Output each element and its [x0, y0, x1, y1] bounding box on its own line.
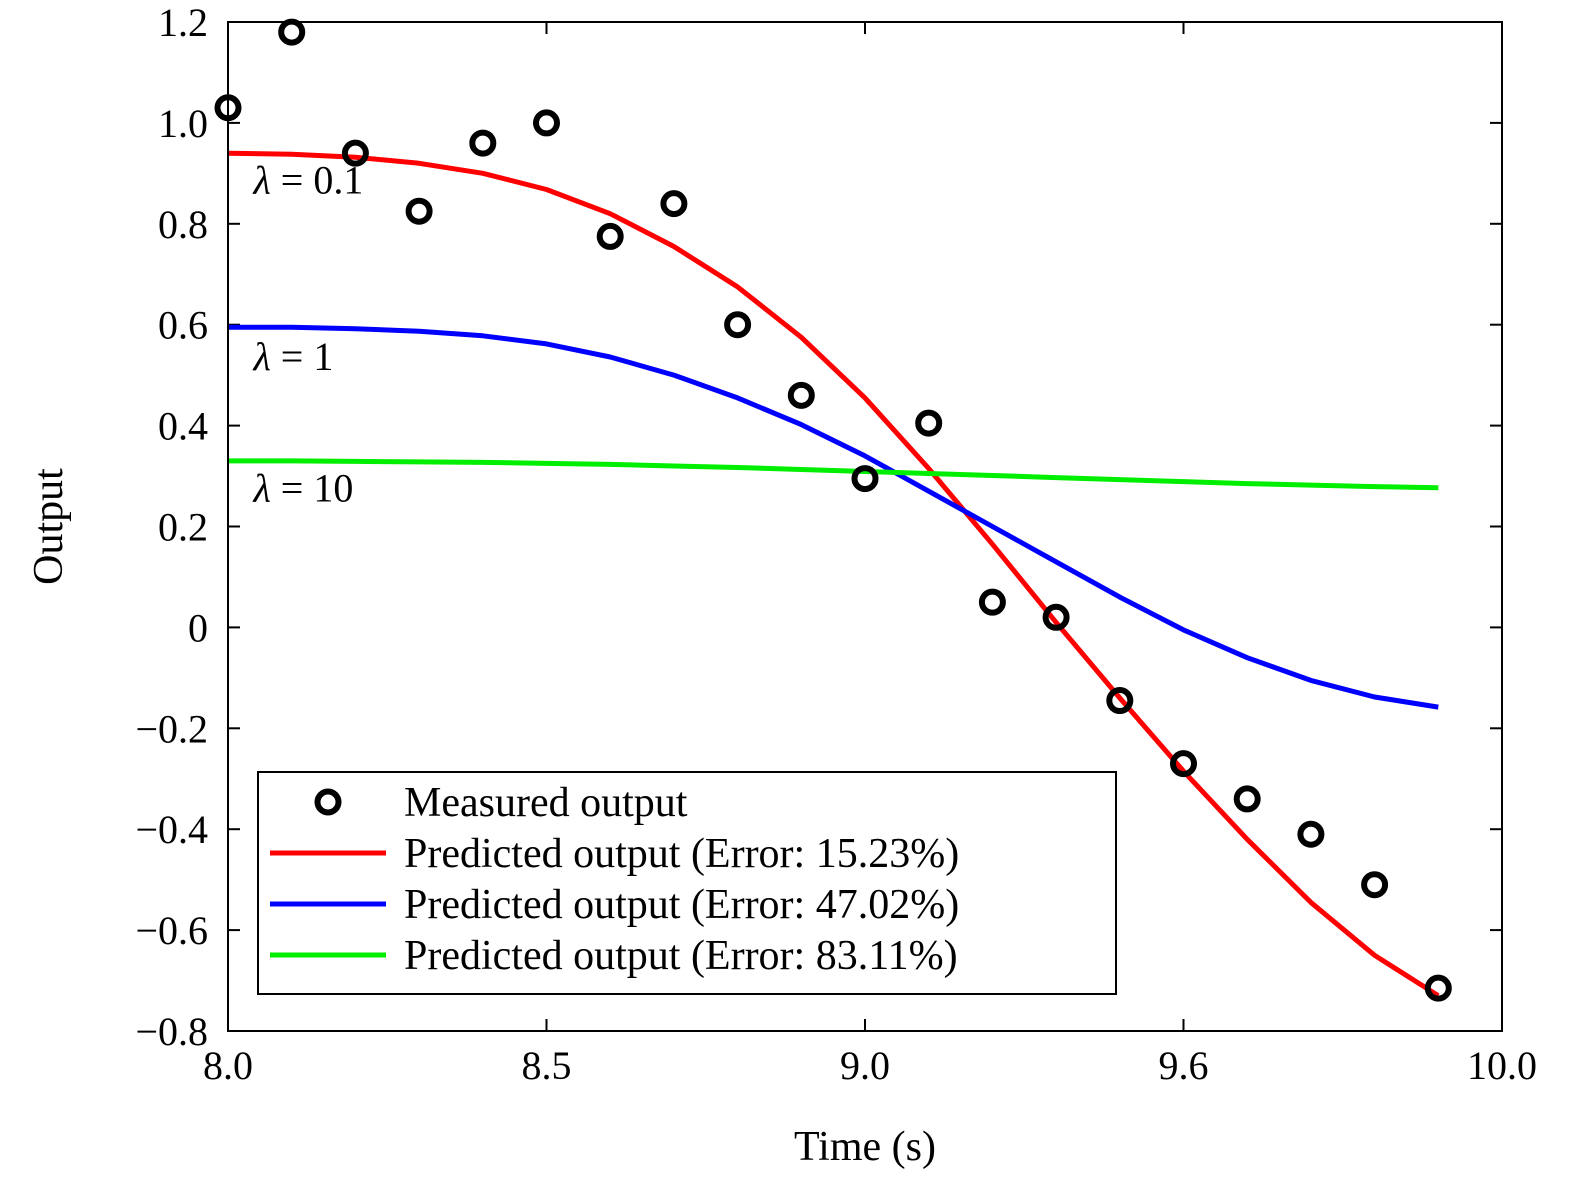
data-point: [469, 129, 497, 157]
data-point: [533, 109, 560, 137]
data-point: [724, 311, 752, 339]
series-line: [228, 458, 1439, 491]
y-tick-label: −0.4: [135, 807, 208, 852]
y-tick-label: 0.4: [158, 404, 208, 449]
data-point: [1424, 974, 1452, 1002]
data-point: [341, 139, 369, 167]
x-tick-label: 10.0: [1467, 1043, 1537, 1088]
x-tick-label: 8.5: [522, 1043, 572, 1088]
x-tick-label: 9.0: [840, 1043, 890, 1088]
y-tick-label: −0.6: [135, 908, 208, 953]
lambda-annotation: λ = 1: [252, 334, 333, 379]
data-point: [405, 197, 433, 225]
annotations: λ = 0.1 λ = 1 λ = 10: [252, 158, 363, 511]
data-point: [787, 381, 815, 409]
y-tick-label: 1.2: [158, 0, 208, 45]
axis-ticks: 8.0 8.5 9.0 9.6 10.0 −0.8 −0.6 −0.4 −0.2 0 0.2 0.4 0…: [135, 0, 1537, 1088]
lambda-annotation: λ = 10: [252, 465, 353, 510]
x-axis-title: Time (s): [794, 1124, 936, 1170]
data-point: [660, 190, 688, 218]
data-point: [1297, 820, 1325, 848]
data-point: [278, 18, 306, 46]
series-line: [228, 324, 1439, 710]
data-point: [851, 465, 879, 493]
legend-label: Predicted output (Error: 15.23%): [404, 831, 959, 877]
y-tick-label: 0.8: [158, 202, 208, 247]
legend-label: Predicted output (Error: 83.11%): [404, 933, 958, 979]
legend-box: [257, 771, 1117, 995]
y-tick-label: 0.2: [158, 505, 208, 550]
legend-label: Predicted output (Error: 47.02%): [404, 882, 959, 928]
data-point: [1233, 785, 1261, 813]
legend-label: Measured output: [404, 780, 688, 826]
y-tick-label: 1.0: [158, 101, 208, 146]
y-axis-title: Output: [26, 468, 72, 585]
x-tick-label: 9.6: [1159, 1043, 1209, 1088]
data-point: [1106, 687, 1134, 715]
x-tick-label: 8.0: [203, 1043, 253, 1088]
data-point: [1170, 750, 1197, 778]
legend-marker: [314, 788, 342, 816]
plot-frame: [227, 21, 1503, 1032]
y-tick-label: 0.6: [158, 303, 208, 348]
data-point: [915, 409, 943, 437]
y-tick-label: −0.8: [135, 1009, 208, 1054]
plot-series: [214, 18, 1452, 1002]
y-tick-label: 0: [188, 605, 208, 650]
legend: Measured output Predicted output (Error: …: [257, 771, 1117, 995]
data-point: [978, 588, 1006, 616]
series-line: [227, 150, 1440, 998]
lambda-annotation: λ = 0.1: [252, 158, 363, 203]
data-point: [1042, 603, 1070, 631]
data-point: [596, 222, 624, 250]
data-point: [1361, 871, 1389, 899]
y-tick-label: −0.2: [135, 706, 208, 751]
